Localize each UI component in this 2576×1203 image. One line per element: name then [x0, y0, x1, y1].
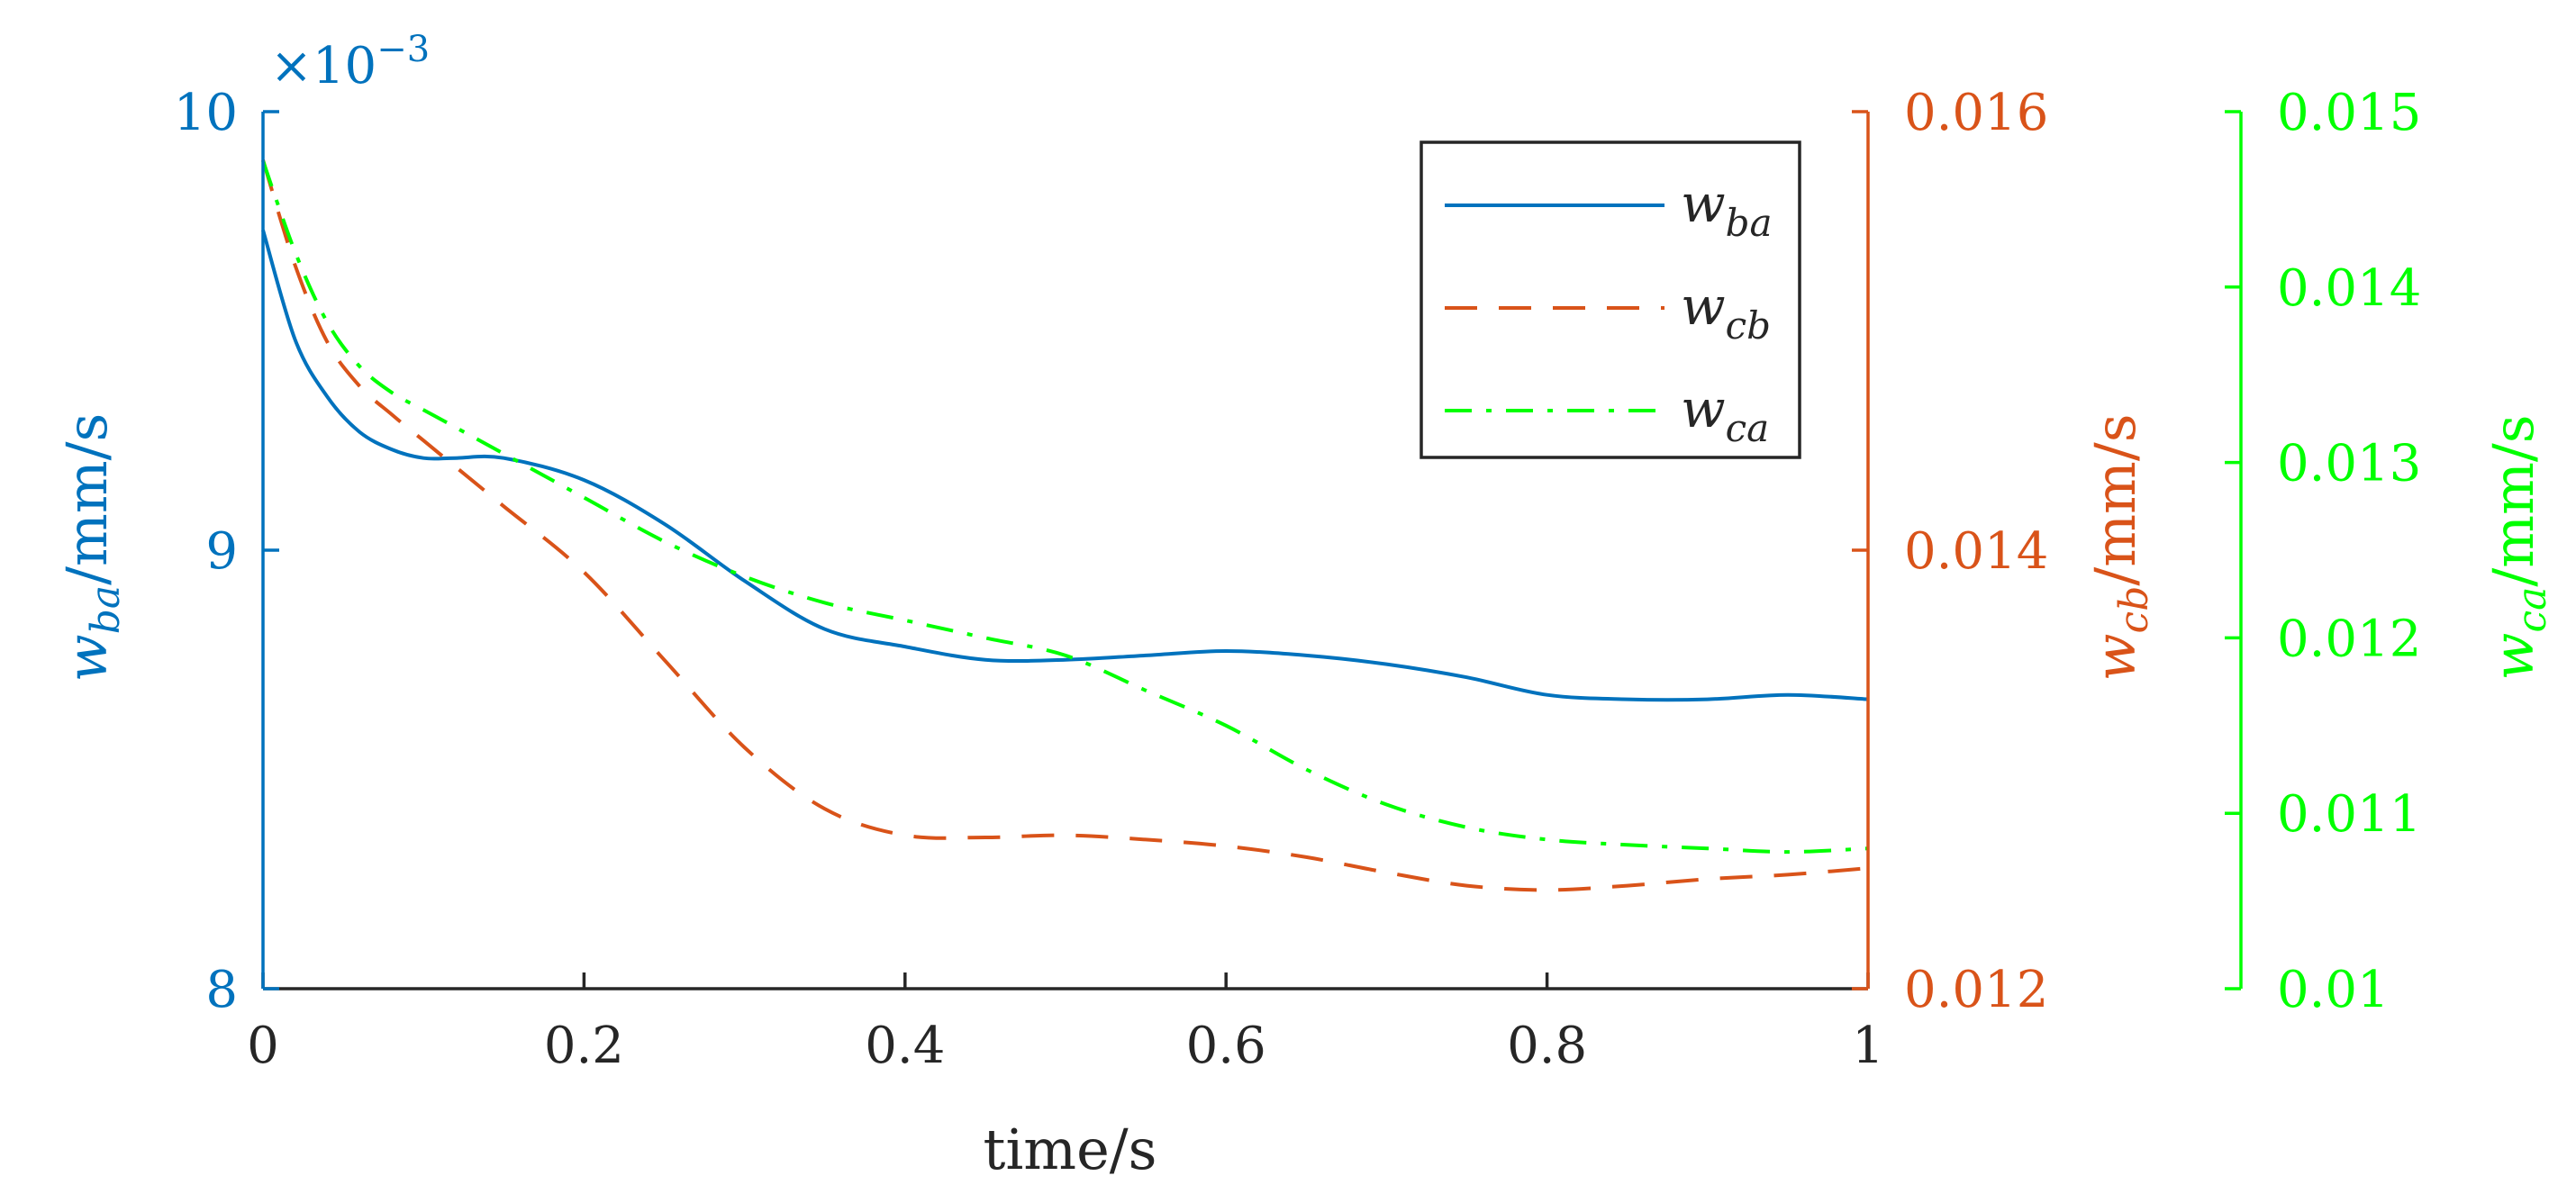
legend-label-w_ca: wca — [1681, 378, 1769, 450]
series-line-w_ca — [261, 159, 1869, 855]
x-tick-label: 0.4 — [865, 1017, 945, 1075]
left-tick-label: 9 — [205, 522, 238, 581]
left-axis-label: wba/mm/s — [54, 413, 129, 683]
left-axis-exponent: ×10−3 — [270, 29, 430, 95]
x-axis-label: time/s — [984, 1117, 1157, 1182]
legend-label-w_cb: wcb — [1681, 276, 1771, 348]
right2-tick-label: 0.013 — [2277, 435, 2421, 493]
x-tick-label: 0 — [247, 1017, 279, 1075]
right2-tick-label: 0.014 — [2277, 259, 2421, 318]
right2-axis-label: wca/mm/s — [2481, 414, 2555, 680]
right1-axis-label: wcb/mm/s — [2082, 413, 2157, 681]
left-tick-label: 10 — [174, 84, 238, 142]
right2-tick-label: 0.011 — [2277, 785, 2421, 844]
left-tick-label: 8 — [205, 961, 238, 1019]
series-line-w_ba — [261, 229, 1869, 702]
legend: wba wcb wca — [1420, 140, 1801, 459]
right1-tick-label: 0.014 — [1904, 522, 2048, 581]
series-layer — [261, 159, 1869, 892]
x-tick-label: 0.8 — [1507, 1017, 1587, 1075]
legend-box — [1420, 140, 1801, 459]
x-tick-label: 1 — [1852, 1017, 1884, 1075]
right1-tick-label: 0.012 — [1904, 961, 2048, 1019]
right2-tick-label: 0.012 — [2277, 610, 2421, 668]
axes-layer: 0 0.2 0.4 0.6 0.8 1 8 9 10 0.012 0.014 0.016 0.01 0.0… — [174, 84, 2422, 1075]
right2-tick-label: 0.015 — [2277, 84, 2421, 142]
series-line-w_cb — [261, 159, 1869, 892]
x-tick-label: 0.6 — [1186, 1017, 1266, 1075]
x-tick-label: 0.2 — [544, 1017, 624, 1075]
legend-label-w_ba: wba — [1681, 173, 1773, 245]
right2-tick-label: 0.01 — [2277, 961, 2390, 1019]
right1-tick-label: 0.016 — [1904, 84, 2048, 142]
